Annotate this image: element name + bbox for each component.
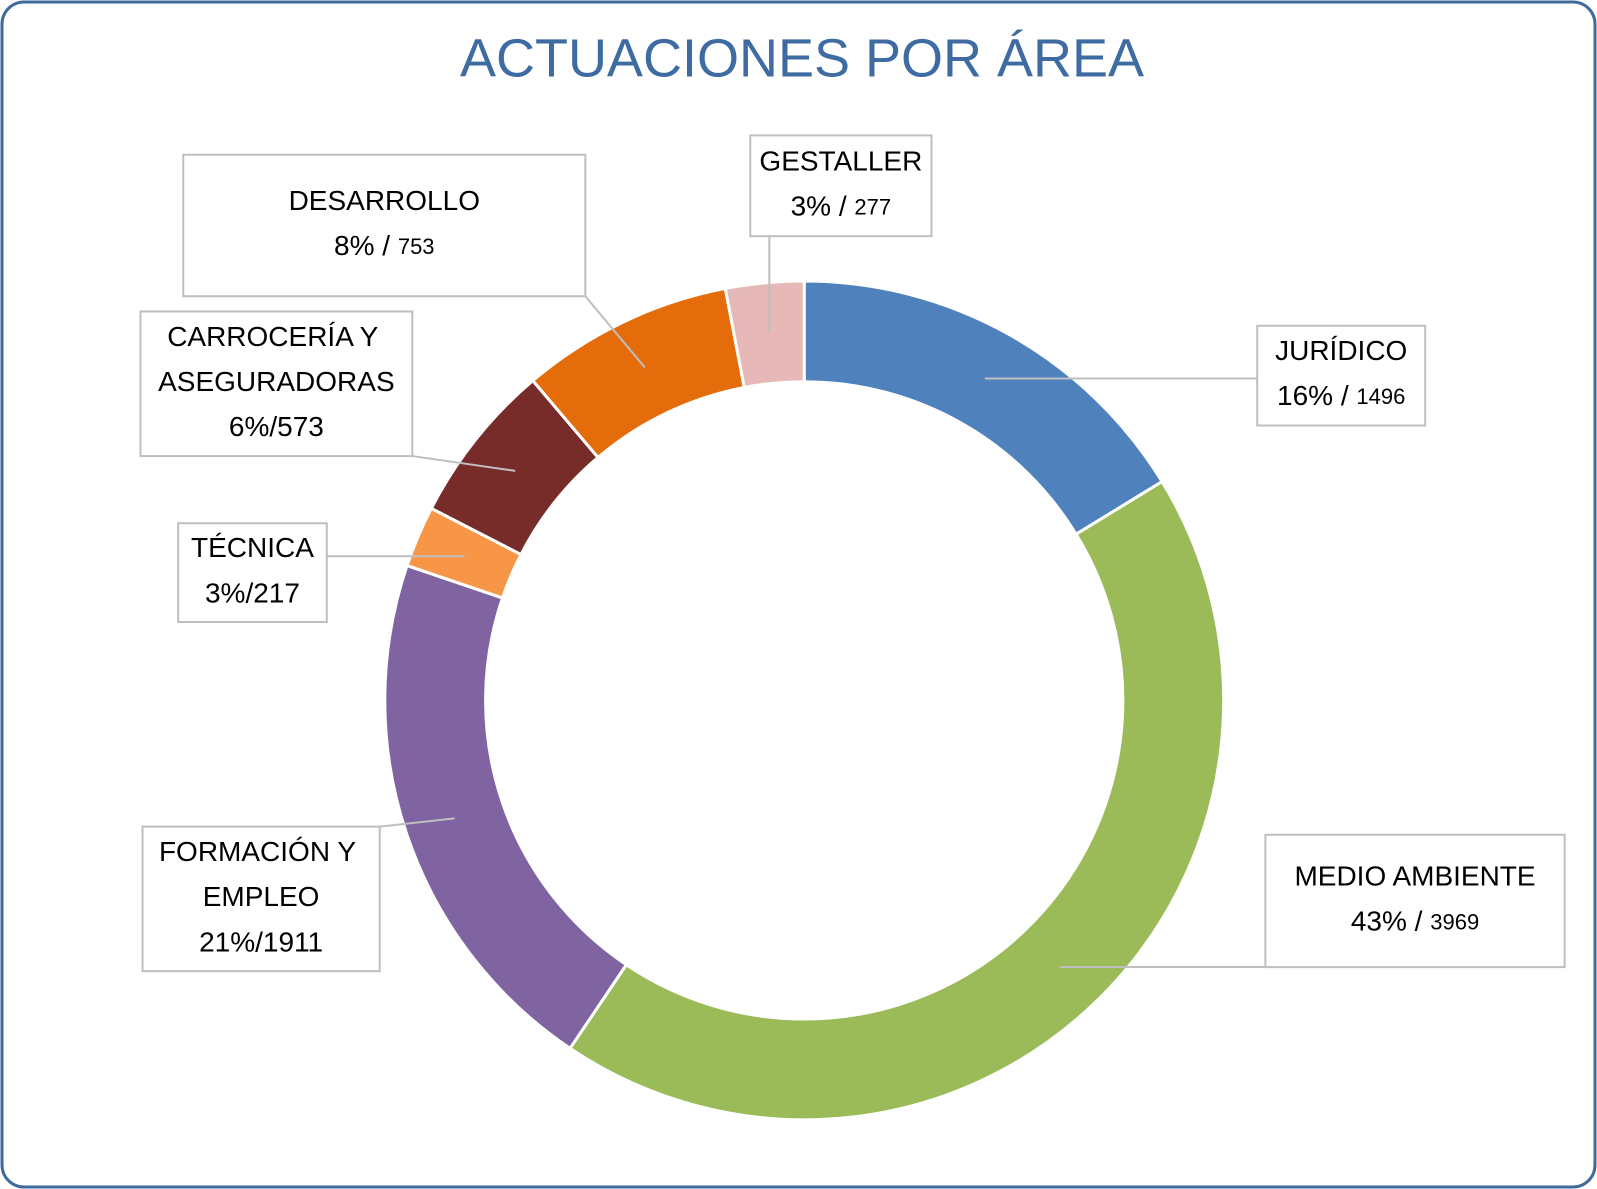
category-label: CARROCERÍA Y ASEGURADORAS [158, 321, 395, 397]
slice [567, 479, 1226, 1122]
leader-lines [326, 236, 1266, 968]
leader-line [379, 817, 455, 828]
label-box [141, 825, 381, 973]
value-label: 8% / 753 [334, 230, 435, 261]
value-label: 3%/217 [205, 578, 300, 609]
category-label: DESARROLLO [289, 185, 480, 216]
value-label: 21%/1911 [199, 926, 323, 957]
labels: JURÍDICO 16% / 1496 MEDIO AMBIENTE 43% / 39… [139, 134, 1566, 973]
label-box [1264, 833, 1566, 969]
value-label: 6%/573 [229, 411, 324, 442]
chart-title: ACTUACIONES POR ÁREA [460, 28, 1144, 88]
value-label: 3% / 277 [791, 191, 892, 222]
value-label: 16% / 1496 [1277, 381, 1405, 412]
category-label: TÉCNICA [191, 533, 314, 564]
label-box [182, 153, 587, 298]
category-label: MEDIO AMBIENTE [1294, 861, 1535, 892]
category-label: JURÍDICO [1275, 336, 1407, 367]
slice [383, 563, 629, 1051]
label-box [177, 522, 328, 623]
label-box [1256, 324, 1427, 427]
label-box [139, 310, 414, 458]
label-box [749, 134, 933, 238]
leader-line [412, 455, 516, 472]
slice [723, 279, 806, 390]
slices [383, 279, 1226, 1122]
category-label: FORMACIÓN Y EMPLEO [159, 836, 363, 912]
value-label: 43% / 3969 [1351, 906, 1479, 937]
leader-line [584, 295, 646, 369]
category-label: GESTALLER [759, 146, 922, 177]
